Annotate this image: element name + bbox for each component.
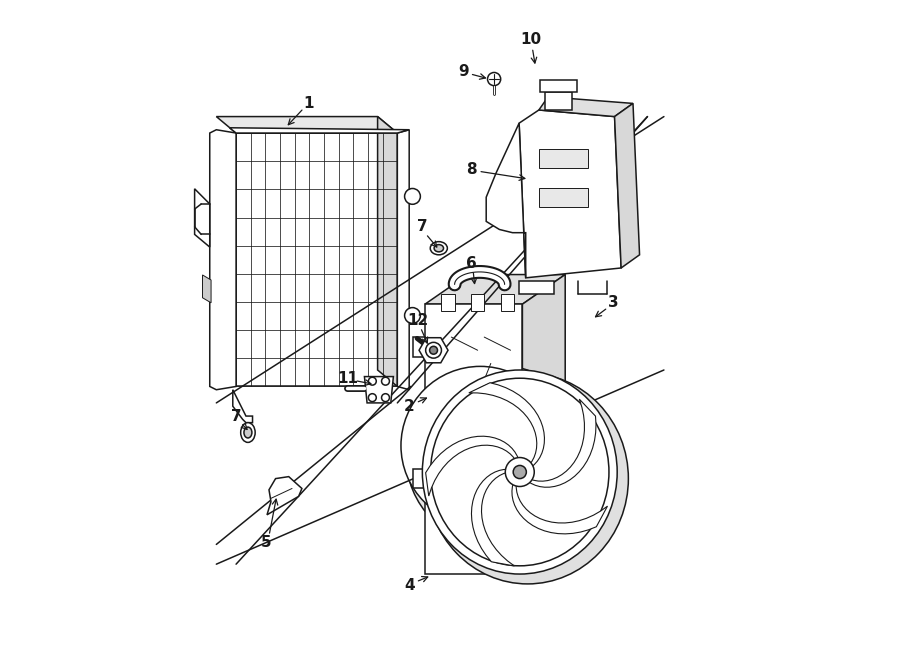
Ellipse shape [427,373,628,584]
Polygon shape [378,116,397,387]
Polygon shape [419,338,448,363]
Polygon shape [202,275,211,303]
Polygon shape [519,281,554,294]
Polygon shape [216,116,397,133]
Circle shape [382,377,390,385]
Ellipse shape [244,427,252,438]
Text: 2: 2 [404,399,415,414]
Text: 7: 7 [231,408,242,424]
Circle shape [488,73,500,86]
Polygon shape [413,337,425,357]
Polygon shape [468,274,565,545]
Polygon shape [539,149,588,168]
Polygon shape [471,294,484,311]
Text: 9: 9 [458,64,469,79]
Circle shape [405,188,420,204]
Text: 4: 4 [404,578,415,594]
Polygon shape [230,128,410,133]
Circle shape [382,394,390,402]
Circle shape [512,464,527,480]
Ellipse shape [434,245,444,252]
Circle shape [368,394,376,402]
Ellipse shape [430,378,609,566]
Polygon shape [425,274,565,304]
Ellipse shape [430,242,447,254]
Polygon shape [267,477,302,515]
Polygon shape [522,274,565,574]
Text: 7: 7 [417,219,428,234]
Circle shape [368,377,376,385]
Circle shape [429,346,437,354]
Circle shape [513,465,526,479]
Polygon shape [539,188,588,207]
Polygon shape [512,482,608,534]
Polygon shape [364,377,393,403]
Ellipse shape [406,365,588,547]
Ellipse shape [401,366,560,525]
Polygon shape [469,383,544,467]
Text: 3: 3 [608,295,618,311]
Ellipse shape [240,422,256,442]
Polygon shape [472,469,515,566]
Polygon shape [526,475,537,495]
Text: 8: 8 [466,162,477,176]
Polygon shape [519,110,621,278]
Polygon shape [413,469,425,488]
Circle shape [505,457,535,486]
Text: 10: 10 [520,32,542,47]
Polygon shape [194,189,210,247]
Text: 12: 12 [408,313,429,328]
Polygon shape [539,97,633,116]
Polygon shape [615,103,640,268]
Polygon shape [486,123,526,278]
Polygon shape [397,130,410,390]
Text: 11: 11 [338,371,358,386]
Polygon shape [540,80,577,92]
Polygon shape [233,390,253,422]
Polygon shape [441,294,454,311]
Polygon shape [545,92,572,110]
Polygon shape [426,436,518,496]
Polygon shape [500,294,514,311]
Text: 1: 1 [303,96,314,111]
Text: 6: 6 [466,256,477,271]
Polygon shape [425,304,522,574]
Circle shape [405,307,420,323]
Text: 5: 5 [260,535,271,550]
Polygon shape [210,130,236,390]
Polygon shape [236,133,397,387]
Polygon shape [527,399,596,487]
Circle shape [426,342,441,358]
Ellipse shape [422,370,617,574]
